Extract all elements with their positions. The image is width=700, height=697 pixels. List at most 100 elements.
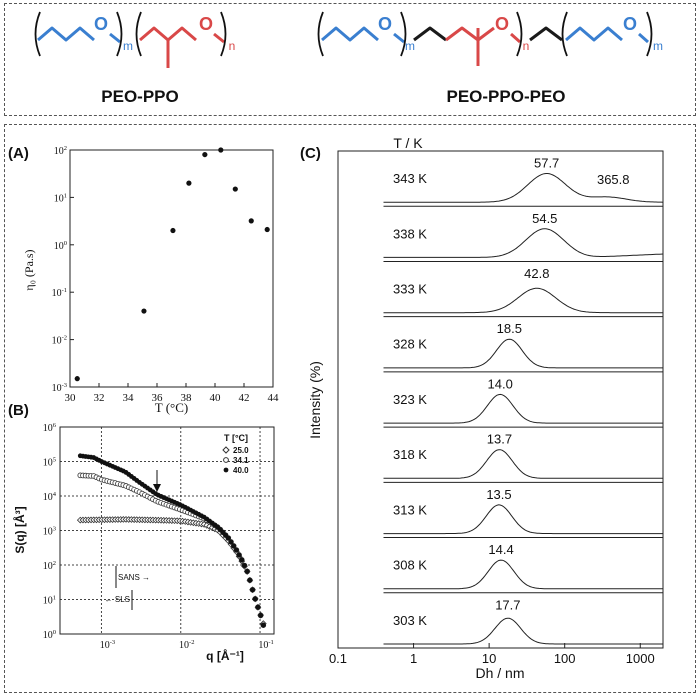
y-tick-label-b: 100 bbox=[43, 629, 56, 641]
legend-title-b: T [°C] bbox=[224, 433, 248, 443]
ppo-bond bbox=[213, 32, 225, 44]
data-point-b bbox=[244, 568, 250, 574]
arrow-head-b bbox=[153, 484, 161, 492]
y-tick-label-a: 102 bbox=[54, 145, 67, 157]
peo-bracket-close bbox=[116, 11, 123, 57]
x-tick-label-c: 1000 bbox=[626, 651, 655, 666]
distribution-curve bbox=[383, 393, 663, 424]
series-label-c: 343 K bbox=[393, 171, 427, 186]
peak-label-c: 13.5 bbox=[486, 487, 511, 502]
peo-chain bbox=[565, 26, 623, 42]
y-tick-label-a: 101 bbox=[54, 192, 67, 204]
x-tick-label-a: 42 bbox=[239, 392, 250, 404]
ppo-bracket-open bbox=[135, 11, 142, 57]
x-tick-label-a: 36 bbox=[152, 392, 164, 404]
oxygen-atom: O bbox=[378, 14, 392, 34]
y-tick-label-a: 10-1 bbox=[52, 287, 67, 299]
peak-label-c: 14.0 bbox=[488, 376, 513, 391]
series-label-c: 313 K bbox=[393, 502, 427, 517]
subscript-n: n bbox=[523, 39, 530, 53]
data-point-b bbox=[234, 547, 239, 553]
y-axis-label-a: η₀ (Pa.s) bbox=[22, 249, 36, 290]
data-point-b bbox=[260, 622, 266, 628]
data-point-b bbox=[250, 587, 255, 593]
legend-label-b: 34.1 bbox=[233, 456, 249, 465]
series-label-c: 318 K bbox=[393, 447, 427, 462]
subscript-n: n bbox=[229, 39, 236, 53]
header-t-k: T / K bbox=[393, 135, 423, 151]
data-point-b bbox=[242, 563, 247, 568]
distribution-curve bbox=[383, 338, 663, 369]
y-tick-label-b: 102 bbox=[43, 560, 56, 572]
y-axis-label-c: Intensity (%) bbox=[307, 361, 323, 439]
x-tick-label-c: 10 bbox=[482, 651, 496, 666]
subscript-m: m bbox=[653, 39, 663, 53]
subscript-m: m bbox=[405, 39, 415, 53]
oxygen-atom: O bbox=[623, 14, 637, 34]
plot-frame-b bbox=[59, 426, 275, 635]
bottom-frame bbox=[4, 124, 696, 693]
ppo-bracket-close bbox=[516, 11, 523, 57]
series-label-c: 333 K bbox=[393, 281, 427, 296]
x-tick-label-a: 40 bbox=[210, 392, 222, 404]
y-tick-label-b: 106 bbox=[43, 422, 57, 434]
peak-label-c: 54.5 bbox=[532, 211, 557, 226]
plot-frame-a bbox=[69, 149, 274, 388]
legend-label-b: 25.0 bbox=[233, 446, 249, 455]
x-axis-label-c: Dh / nm bbox=[475, 665, 524, 681]
x-tick-label-b: 10-1 bbox=[258, 639, 273, 651]
linker-chain bbox=[529, 26, 563, 42]
distribution-curve bbox=[383, 173, 664, 203]
data-point-b bbox=[225, 535, 231, 541]
distribution-curve bbox=[383, 559, 663, 590]
y-tick-label-a: 10-3 bbox=[52, 382, 67, 394]
data-point-b bbox=[236, 552, 242, 558]
peo-bracket-close bbox=[646, 11, 653, 57]
peak-label-c: 17.7 bbox=[495, 597, 520, 612]
peak-label-c: 42.8 bbox=[524, 266, 549, 281]
series-label-c: 323 K bbox=[393, 392, 427, 407]
subscript-m: m bbox=[123, 39, 133, 53]
panel-label-c: (C) bbox=[300, 145, 321, 162]
peak-label-c: 13.7 bbox=[487, 432, 512, 447]
data-point-a bbox=[264, 226, 270, 233]
peo-bracket-open bbox=[317, 11, 324, 57]
ppo-chain bbox=[445, 26, 495, 42]
data-point-b bbox=[252, 596, 258, 602]
peak-label-c: 14.4 bbox=[488, 542, 513, 557]
series-label-c: 308 K bbox=[393, 558, 427, 573]
x-tick-label-c: 1 bbox=[410, 651, 417, 666]
distribution-curve bbox=[383, 287, 663, 314]
top-frame bbox=[4, 3, 696, 116]
data-point-b bbox=[247, 577, 253, 583]
peo-bond bbox=[109, 32, 121, 44]
x-tick-label-b: 10-2 bbox=[179, 639, 194, 651]
y-tick-label-b: 105 bbox=[43, 457, 56, 469]
series-label-c: 338 K bbox=[393, 226, 427, 241]
peo-bracket-close bbox=[400, 11, 407, 57]
legend-label-b: 40.0 bbox=[233, 466, 249, 475]
peo-chain bbox=[321, 26, 379, 42]
data-point-a bbox=[141, 308, 147, 314]
data-point-a bbox=[186, 180, 192, 186]
data-point-a bbox=[74, 376, 80, 382]
y-tick-label-b: 103 bbox=[43, 526, 56, 538]
data-point-a bbox=[202, 151, 208, 158]
data-point-b bbox=[228, 539, 234, 545]
data-point-b bbox=[231, 543, 237, 549]
x-axis-label-a: T (°C) bbox=[155, 400, 188, 415]
data-point-b bbox=[255, 604, 261, 610]
peo-bond bbox=[638, 32, 649, 44]
oxygen-atom: O bbox=[199, 14, 213, 34]
data-point-a bbox=[248, 218, 254, 224]
distribution-curve bbox=[383, 228, 664, 258]
data-point-b bbox=[258, 612, 264, 618]
data-point-b bbox=[239, 557, 245, 563]
data-point-a bbox=[218, 147, 224, 153]
data-point-a bbox=[170, 227, 176, 234]
panel-label-a: (A) bbox=[8, 145, 29, 162]
legend-marker-b bbox=[223, 467, 229, 473]
x-tick-label-a: 34 bbox=[123, 392, 135, 404]
x-axis-label-b: q [Å⁻¹] bbox=[206, 648, 244, 663]
